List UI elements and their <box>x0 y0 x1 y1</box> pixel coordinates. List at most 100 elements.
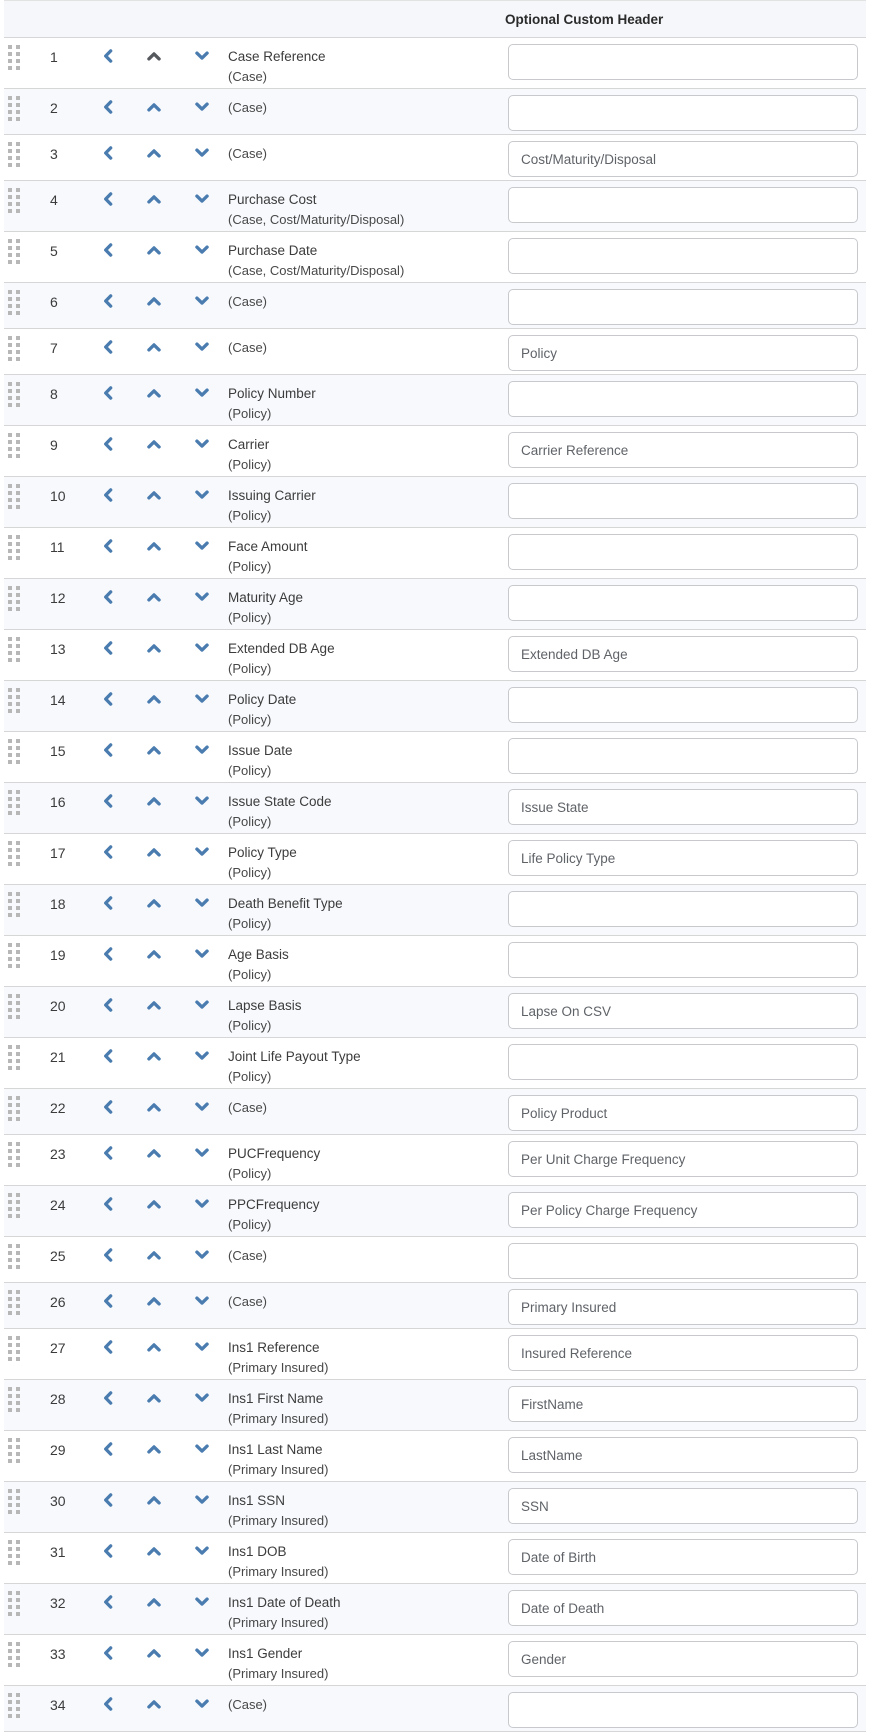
move-up-button[interactable] <box>142 534 166 558</box>
move-up-button[interactable] <box>142 483 166 507</box>
move-up-button[interactable] <box>142 381 166 405</box>
move-left-button[interactable] <box>96 335 120 359</box>
drag-handle-icon[interactable] <box>8 1387 20 1412</box>
move-up-button[interactable] <box>142 335 166 359</box>
move-up-button[interactable] <box>142 44 166 68</box>
custom-header-input[interactable] <box>508 1539 858 1575</box>
drag-handle-icon[interactable] <box>8 1096 20 1121</box>
drag-handle-icon[interactable] <box>8 892 20 917</box>
move-down-button[interactable] <box>190 840 214 864</box>
drag-handle-icon[interactable] <box>8 1438 20 1463</box>
move-up-button[interactable] <box>142 1386 166 1410</box>
move-left-button[interactable] <box>96 1437 120 1461</box>
move-up-button[interactable] <box>142 95 166 119</box>
move-up-button[interactable] <box>142 1095 166 1119</box>
drag-handle-icon[interactable] <box>8 290 20 315</box>
drag-handle-icon[interactable] <box>8 637 20 662</box>
move-down-button[interactable] <box>190 1590 214 1614</box>
move-left-button[interactable] <box>96 44 120 68</box>
move-left-button[interactable] <box>96 1386 120 1410</box>
custom-header-input[interactable] <box>508 636 858 672</box>
move-left-button[interactable] <box>96 1692 120 1716</box>
move-down-button[interactable] <box>190 1386 214 1410</box>
custom-header-input[interactable] <box>508 891 858 927</box>
move-left-button[interactable] <box>96 636 120 660</box>
move-up-button[interactable] <box>142 891 166 915</box>
move-down-button[interactable] <box>190 534 214 558</box>
drag-handle-icon[interactable] <box>8 188 20 213</box>
move-down-button[interactable] <box>190 1641 214 1665</box>
move-down-button[interactable] <box>190 1192 214 1216</box>
move-up-button[interactable] <box>142 1437 166 1461</box>
custom-header-input[interactable] <box>508 289 858 325</box>
custom-header-input[interactable] <box>508 141 858 177</box>
custom-header-input[interactable] <box>508 1044 858 1080</box>
move-up-button[interactable] <box>142 942 166 966</box>
drag-handle-icon[interactable] <box>8 943 20 968</box>
move-down-button[interactable] <box>190 942 214 966</box>
drag-handle-icon[interactable] <box>8 1045 20 1070</box>
custom-header-input[interactable] <box>508 1192 858 1228</box>
move-left-button[interactable] <box>96 1095 120 1119</box>
move-up-button[interactable] <box>142 289 166 313</box>
drag-handle-icon[interactable] <box>8 45 20 70</box>
custom-header-input[interactable] <box>508 187 858 223</box>
custom-header-input[interactable] <box>508 993 858 1029</box>
custom-header-input[interactable] <box>508 1243 858 1279</box>
move-down-button[interactable] <box>190 1692 214 1716</box>
move-up-button[interactable] <box>142 1192 166 1216</box>
move-down-button[interactable] <box>190 432 214 456</box>
move-up-button[interactable] <box>142 141 166 165</box>
drag-handle-icon[interactable] <box>8 239 20 264</box>
move-left-button[interactable] <box>96 95 120 119</box>
drag-handle-icon[interactable] <box>8 1193 20 1218</box>
drag-handle-icon[interactable] <box>8 1244 20 1269</box>
custom-header-input[interactable] <box>508 1386 858 1422</box>
move-up-button[interactable] <box>142 636 166 660</box>
move-down-button[interactable] <box>190 1437 214 1461</box>
move-up-button[interactable] <box>142 1243 166 1267</box>
move-down-button[interactable] <box>190 95 214 119</box>
move-down-button[interactable] <box>190 789 214 813</box>
custom-header-input[interactable] <box>508 1437 858 1473</box>
drag-handle-icon[interactable] <box>8 96 20 121</box>
custom-header-input[interactable] <box>508 687 858 723</box>
move-left-button[interactable] <box>96 1335 120 1359</box>
move-down-button[interactable] <box>190 1539 214 1563</box>
custom-header-input[interactable] <box>508 585 858 621</box>
move-up-button[interactable] <box>142 1539 166 1563</box>
drag-handle-icon[interactable] <box>8 1540 20 1565</box>
move-down-button[interactable] <box>190 636 214 660</box>
move-up-button[interactable] <box>142 1590 166 1614</box>
custom-header-input[interactable] <box>508 1590 858 1626</box>
custom-header-input[interactable] <box>508 942 858 978</box>
custom-header-input[interactable] <box>508 1692 858 1728</box>
drag-handle-icon[interactable] <box>8 1336 20 1361</box>
move-down-button[interactable] <box>190 335 214 359</box>
move-left-button[interactable] <box>96 141 120 165</box>
move-up-button[interactable] <box>142 1044 166 1068</box>
move-up-button[interactable] <box>142 1289 166 1313</box>
drag-handle-icon[interactable] <box>8 790 20 815</box>
drag-handle-icon[interactable] <box>8 688 20 713</box>
custom-header-input[interactable] <box>508 381 858 417</box>
custom-header-input[interactable] <box>508 738 858 774</box>
custom-header-input[interactable] <box>508 1095 858 1131</box>
move-up-button[interactable] <box>142 1641 166 1665</box>
custom-header-input[interactable] <box>508 95 858 131</box>
drag-handle-icon[interactable] <box>8 336 20 361</box>
move-up-button[interactable] <box>142 993 166 1017</box>
drag-handle-icon[interactable] <box>8 586 20 611</box>
move-down-button[interactable] <box>190 381 214 405</box>
drag-handle-icon[interactable] <box>8 484 20 509</box>
move-left-button[interactable] <box>96 381 120 405</box>
move-down-button[interactable] <box>190 289 214 313</box>
custom-header-input[interactable] <box>508 483 858 519</box>
move-down-button[interactable] <box>190 238 214 262</box>
move-down-button[interactable] <box>190 1289 214 1313</box>
move-left-button[interactable] <box>96 1141 120 1165</box>
drag-handle-icon[interactable] <box>8 382 20 407</box>
custom-header-input[interactable] <box>508 789 858 825</box>
move-up-button[interactable] <box>142 840 166 864</box>
custom-header-input[interactable] <box>508 840 858 876</box>
